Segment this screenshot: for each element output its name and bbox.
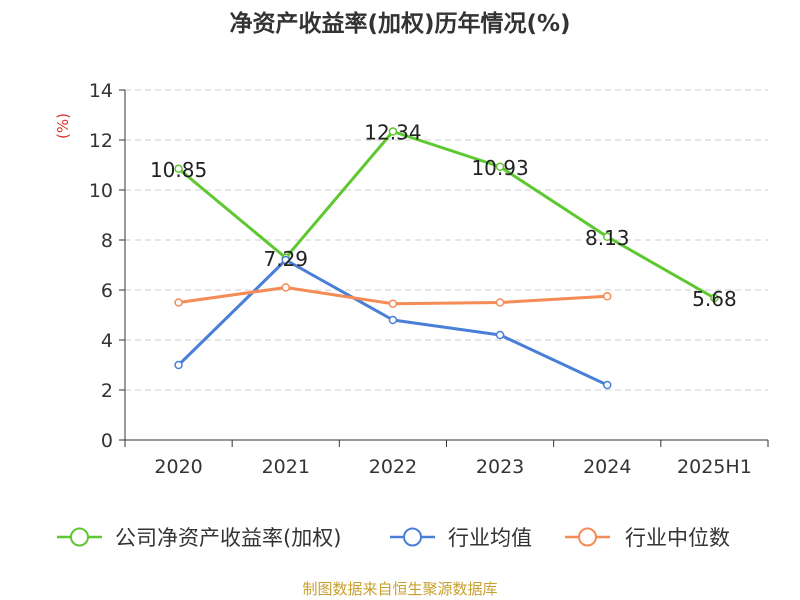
legend-marker-icon [70,527,89,547]
data-point [281,283,290,292]
data-point [710,293,719,303]
chart-title: 净资产收益率(加权)历年情况(%) [229,10,570,37]
y-tick-label: 12 [89,130,113,152]
y-tick-label: 2 [101,380,113,402]
y-tick-label: 14 [89,80,113,102]
x-tick-label: 2020 [154,456,202,478]
data-point [174,360,183,370]
legend-label[interactable]: 行业均值 [448,526,532,550]
legend-label[interactable]: 行业中位数 [625,526,730,550]
data-point [495,298,505,307]
data-point [281,255,290,265]
data-point [603,380,612,390]
series-line-0 [177,130,716,300]
data-point [603,292,612,301]
y-axis-label: (%) [54,113,72,139]
data-point [388,127,398,136]
x-tick-label: 2023 [476,456,524,478]
data-point [603,232,612,241]
data-label: 5.68 [692,287,737,311]
grid-lines [125,89,768,391]
data-point [495,330,505,340]
data-point [174,298,183,307]
legend-marker-icon [403,527,422,547]
y-tick-label: 0 [101,430,113,452]
data-label: 8.13 [585,226,630,250]
legend-marker-icon [578,527,597,547]
data-label: 10.85 [150,158,207,182]
y-tick-label: 4 [101,330,113,352]
x-tick-label: 2021 [262,456,310,478]
data-label: 7.29 [263,247,308,271]
data-label: 12.34 [364,121,421,145]
data-point [388,299,398,308]
data-labels: 10.85 7.29 12.34 10.93 8.13 5.68 [150,121,737,312]
y-tick-label: 8 [101,230,113,252]
series-lines [174,127,719,390]
legend-label[interactable]: 公司净资产收益率(加权) [115,526,341,550]
data-point [495,162,505,171]
x-tick-label: 2022 [369,456,417,478]
y-tick-label: 6 [101,280,113,302]
y-tick-label: 10 [89,180,113,202]
data-label: 10.93 [471,156,528,180]
data-point [174,164,183,173]
x-tick-label: 2025H1 [677,456,752,478]
data-point [388,315,398,325]
axes: 0 2 4 6 8 10 12 14 2020 2021 2022 2023 2024 2025H1 [89,80,769,478]
legend[interactable]: 公司净资产收益率(加权) 行业均值 行业中位数 [57,526,730,550]
x-tick-label: 2024 [583,456,631,478]
source-note: 制图数据来自恒生聚源数据库 [302,580,497,598]
